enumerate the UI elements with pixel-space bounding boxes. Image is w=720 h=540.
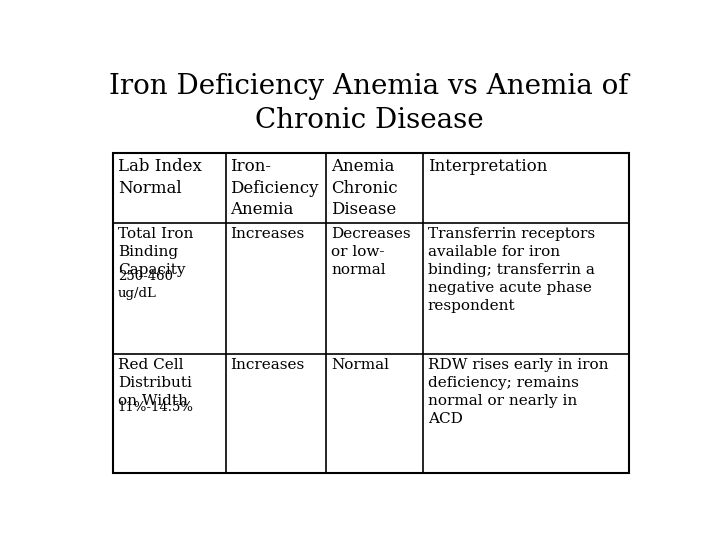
Text: Chronic Disease: Chronic Disease	[255, 107, 483, 134]
Text: Increases: Increases	[230, 227, 305, 241]
Text: Decreases
or low-
normal: Decreases or low- normal	[331, 227, 410, 277]
Text: Iron-
Deficiency
Anemia: Iron- Deficiency Anemia	[230, 158, 319, 218]
Text: Increases: Increases	[230, 358, 305, 372]
Text: Lab Index
Normal: Lab Index Normal	[118, 158, 202, 197]
Text: 250-460
ug/dL: 250-460 ug/dL	[118, 271, 173, 300]
Text: 11%-14.5%: 11%-14.5%	[118, 401, 194, 414]
Text: Red Cell
Distributi
on Width: Red Cell Distributi on Width	[118, 358, 192, 408]
Text: RDW rises early in iron
deficiency; remains
normal or nearly in
ACD: RDW rises early in iron deficiency; rema…	[428, 358, 608, 426]
Text: Total Iron
Binding
Capacity: Total Iron Binding Capacity	[118, 227, 193, 277]
Text: Iron Deficiency Anemia vs Anemia of: Iron Deficiency Anemia vs Anemia of	[109, 72, 629, 99]
Text: Normal: Normal	[331, 358, 389, 372]
Text: Transferrin receptors
available for iron
binding; transferrin a
negative acute p: Transferrin receptors available for iron…	[428, 227, 595, 313]
Text: Interpretation: Interpretation	[428, 158, 547, 175]
Text: Anemia
Chronic
Disease: Anemia Chronic Disease	[331, 158, 397, 218]
